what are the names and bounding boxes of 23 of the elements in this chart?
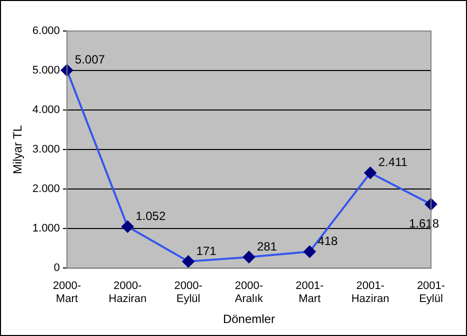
y-tick-label: 1.000	[32, 222, 60, 235]
data-label: 1.618	[408, 216, 440, 231]
y-tick-label: 2.000	[32, 183, 60, 196]
x-tick-label: 2000-Eylül	[174, 280, 203, 306]
data-label: 5.007	[74, 52, 106, 67]
y-tick-label: 0	[54, 262, 60, 274]
data-label: 1.052	[136, 208, 166, 223]
data-label: 281	[256, 239, 278, 254]
x-axis-title: Dönemler	[222, 312, 275, 326]
data-label: 171	[196, 244, 217, 258]
x-tick-label: 2000-Aralık	[234, 280, 264, 306]
y-axis-title: Milyar TL	[10, 124, 25, 174]
x-tick-label: 2001-Haziran	[351, 280, 390, 306]
data-label: 418	[318, 234, 338, 248]
y-tick-label: 3.000	[32, 144, 60, 156]
x-tick-label: 2001-Mart	[296, 280, 324, 306]
x-tick-label: 2000-Haziran	[108, 280, 147, 306]
y-tick-label: 5.000	[32, 64, 60, 77]
y-tick-label: 4.000	[32, 104, 60, 116]
data-label: 2.411	[378, 155, 408, 170]
y-tick-label: 6.000	[32, 25, 60, 38]
x-tick-label: 2001-Eylül	[416, 280, 446, 306]
x-tick-label: 2000-Mart	[52, 280, 82, 306]
